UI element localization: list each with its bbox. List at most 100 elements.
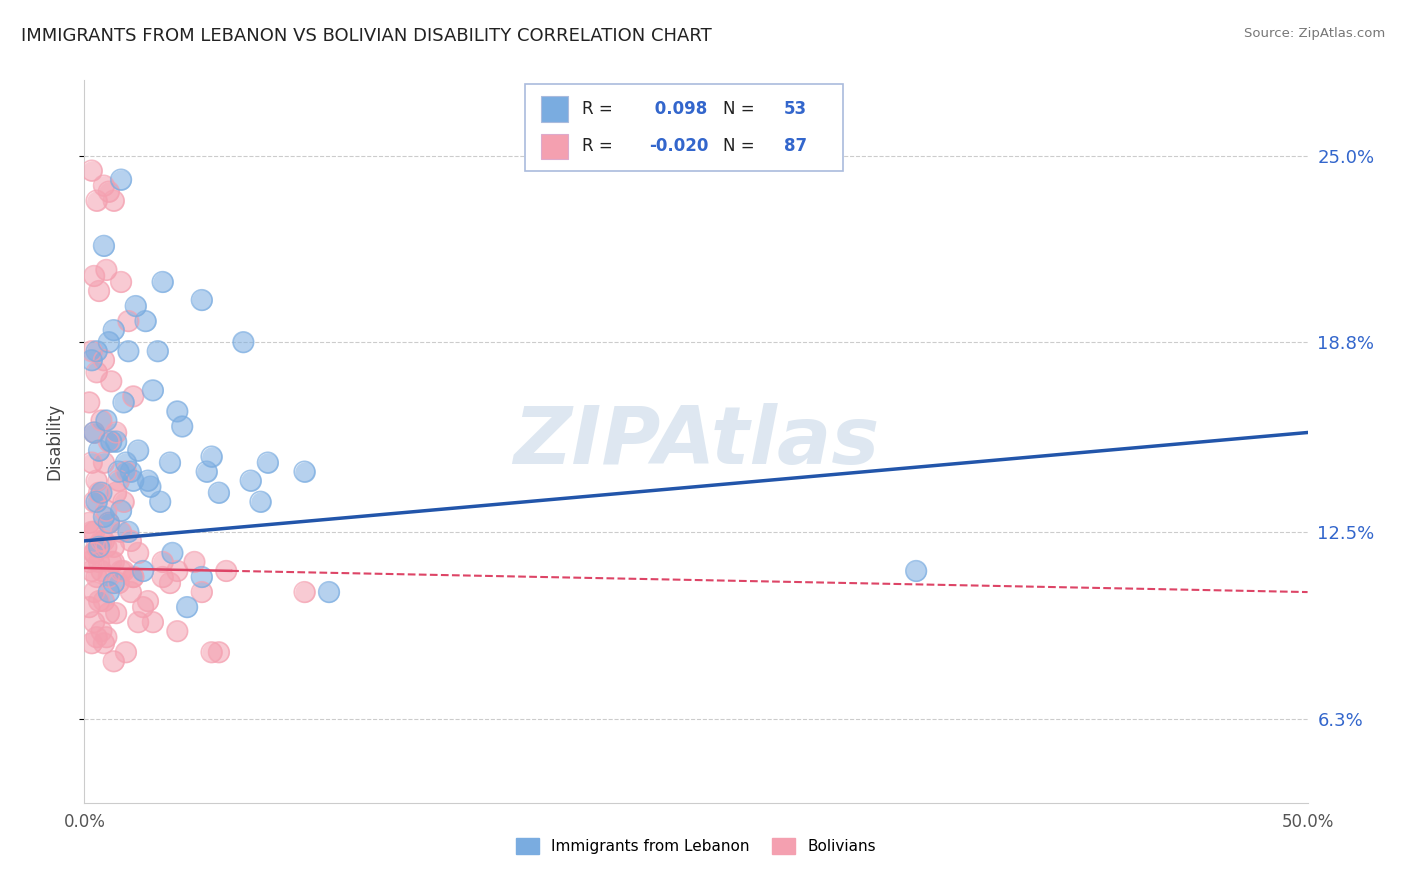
Point <box>93 353 115 368</box>
Point <box>166 404 188 418</box>
Point <box>107 474 129 488</box>
Point <box>249 494 271 508</box>
Point <box>159 576 181 591</box>
Point <box>122 474 145 488</box>
Point <box>103 555 125 569</box>
Point <box>77 516 100 530</box>
Point <box>117 524 139 539</box>
Point <box>96 540 118 554</box>
Point <box>103 576 125 591</box>
Point <box>166 564 188 578</box>
Point <box>172 419 194 434</box>
Point <box>93 509 115 524</box>
Point <box>97 335 120 350</box>
Point <box>93 636 115 650</box>
Point <box>80 344 103 359</box>
Point <box>103 654 125 668</box>
Point <box>86 494 108 508</box>
Point <box>115 465 138 479</box>
FancyBboxPatch shape <box>541 96 568 121</box>
Point <box>87 555 110 569</box>
Point <box>103 194 125 208</box>
Point <box>294 585 316 599</box>
Point <box>93 533 115 548</box>
Point <box>80 564 103 578</box>
Point <box>117 314 139 328</box>
Point <box>83 546 105 560</box>
Point <box>257 456 280 470</box>
Point <box>122 570 145 584</box>
Point <box>93 178 115 193</box>
Point <box>86 474 108 488</box>
Point <box>318 585 340 599</box>
Point <box>97 585 120 599</box>
Point <box>112 564 135 578</box>
Point <box>110 564 132 578</box>
Point <box>87 284 110 298</box>
Point <box>103 654 125 668</box>
Point <box>136 474 159 488</box>
Point <box>83 546 105 560</box>
Point <box>162 546 184 560</box>
Point <box>110 504 132 518</box>
Point <box>208 645 231 659</box>
Point <box>117 314 139 328</box>
Point <box>152 555 174 569</box>
Point <box>87 540 110 554</box>
Point <box>232 335 254 350</box>
Point <box>83 494 105 508</box>
Text: ZIPAtlas: ZIPAtlas <box>513 402 879 481</box>
Point <box>87 443 110 458</box>
Point <box>97 516 120 530</box>
Point <box>132 600 155 615</box>
Point <box>77 600 100 615</box>
Point <box>120 465 142 479</box>
Point <box>86 494 108 508</box>
Point <box>87 594 110 608</box>
Point <box>93 636 115 650</box>
Point <box>87 555 110 569</box>
Point <box>86 540 108 554</box>
Point <box>83 546 105 560</box>
Point <box>122 570 145 584</box>
Point <box>86 630 108 644</box>
Point <box>136 474 159 488</box>
Point <box>122 389 145 403</box>
Point <box>97 185 120 199</box>
Point <box>97 335 120 350</box>
Point <box>96 504 118 518</box>
Point <box>107 465 129 479</box>
Point <box>142 615 165 630</box>
Text: -0.020: -0.020 <box>650 137 709 155</box>
Point <box>135 314 157 328</box>
Point <box>132 600 155 615</box>
Point <box>146 344 169 359</box>
Point <box>105 434 128 449</box>
Point <box>110 524 132 539</box>
Point <box>200 450 222 464</box>
Point <box>183 555 205 569</box>
Point <box>176 600 198 615</box>
Point <box>107 465 129 479</box>
Point <box>93 594 115 608</box>
Point <box>127 546 149 560</box>
Point <box>215 564 238 578</box>
Point <box>112 564 135 578</box>
Point <box>97 516 120 530</box>
Point <box>80 353 103 368</box>
Point <box>77 600 100 615</box>
Point <box>93 353 115 368</box>
Point <box>135 314 157 328</box>
Y-axis label: Disability: Disability <box>45 403 63 480</box>
Point <box>166 624 188 639</box>
Point <box>105 606 128 620</box>
Point <box>115 465 138 479</box>
Text: Source: ZipAtlas.com: Source: ZipAtlas.com <box>1244 27 1385 40</box>
Point <box>195 465 218 479</box>
Point <box>100 374 122 388</box>
Point <box>200 450 222 464</box>
Point <box>127 443 149 458</box>
Point <box>239 474 262 488</box>
Point <box>83 615 105 630</box>
Point <box>176 600 198 615</box>
